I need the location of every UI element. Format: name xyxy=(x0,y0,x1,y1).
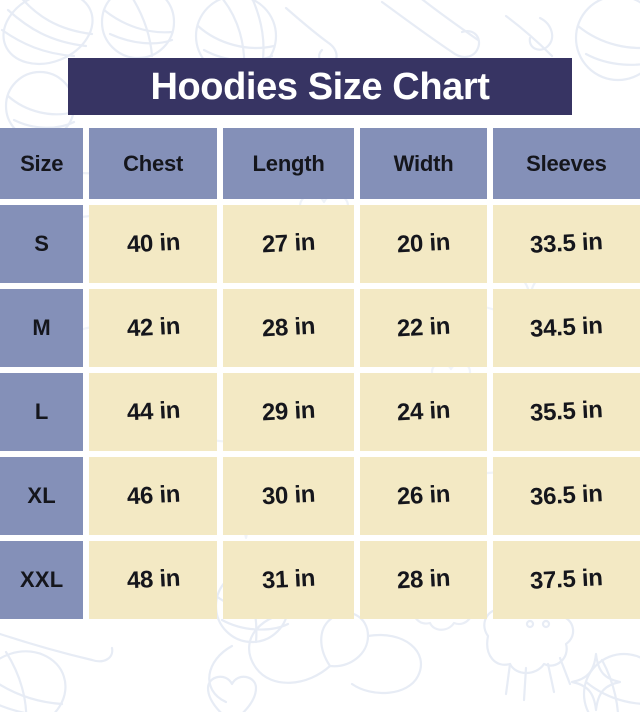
value-label: 34.5 in xyxy=(529,312,604,343)
cell-length: 29 in xyxy=(222,373,355,451)
value-label: 33.5 in xyxy=(529,228,604,259)
cell-length: 27 in xyxy=(222,205,355,283)
size-label: M xyxy=(32,315,51,340)
cell-length: 30 in xyxy=(222,457,355,535)
table-row: L 44 in 29 in 24 in 35.5 in xyxy=(0,373,640,451)
column-header-sleeves: Sleeves xyxy=(492,128,640,199)
column-header-label: Width xyxy=(393,150,454,176)
cell-sleeves: 37.5 in xyxy=(492,541,640,619)
value-label: 26 in xyxy=(396,480,451,511)
column-header-label: Length xyxy=(252,150,325,176)
value-label: 46 in xyxy=(125,480,181,511)
value-label: 28 in xyxy=(261,312,316,343)
value-label: 20 in xyxy=(396,228,451,259)
table-row: S 40 in 27 in 20 in 33.5 in xyxy=(0,205,640,283)
column-header-chest: Chest xyxy=(89,128,217,199)
value-label: 22 in xyxy=(396,312,451,343)
size-label: S xyxy=(34,231,50,256)
value-label: 37.5 in xyxy=(529,564,604,595)
value-label: 42 in xyxy=(125,312,181,343)
value-label: 48 in xyxy=(125,564,181,595)
value-label: 31 in xyxy=(261,564,316,595)
value-label: 27 in xyxy=(261,228,316,259)
column-header-length: Length xyxy=(222,128,355,199)
value-label: 28 in xyxy=(396,564,451,595)
row-size-cell: XXL xyxy=(0,541,84,619)
cell-sleeves: 36.5 in xyxy=(492,457,640,535)
cell-width: 24 in xyxy=(360,373,487,451)
table-header-row: Size Chest Length Width Sleeves xyxy=(0,128,640,199)
cell-width: 28 in xyxy=(360,541,487,619)
cell-sleeves: 35.5 in xyxy=(492,373,640,451)
page-title: Hoodies Size Chart xyxy=(150,65,490,108)
cell-width: 22 in xyxy=(360,289,487,367)
row-size-cell: M xyxy=(0,289,84,367)
column-header-size: Size xyxy=(0,128,84,199)
column-header-label: Chest xyxy=(123,150,184,176)
cell-length: 28 in xyxy=(222,289,355,367)
cell-chest: 40 in xyxy=(89,205,217,283)
size-chart-table: Size Chest Length Width Sleeves S 40 in xyxy=(0,128,640,625)
column-header-width: Width xyxy=(360,128,487,199)
cell-width: 26 in xyxy=(360,457,487,535)
size-label: L xyxy=(34,399,49,424)
value-label: 36.5 in xyxy=(529,480,604,511)
cell-chest: 48 in xyxy=(89,541,217,619)
value-label: 29 in xyxy=(261,396,316,427)
value-label: 40 in xyxy=(125,228,181,259)
value-label: 24 in xyxy=(396,396,451,427)
value-label: 30 in xyxy=(261,480,316,511)
cell-chest: 42 in xyxy=(89,289,217,367)
value-label: 44 in xyxy=(125,396,181,427)
cell-chest: 46 in xyxy=(89,457,217,535)
cell-sleeves: 33.5 in xyxy=(492,205,640,283)
row-size-cell: L xyxy=(0,373,84,451)
row-size-cell: XL xyxy=(0,457,84,535)
size-label: XXL xyxy=(19,567,64,592)
cell-sleeves: 34.5 in xyxy=(492,289,640,367)
table-row: M 42 in 28 in 22 in 34.5 in xyxy=(0,289,640,367)
value-label: 35.5 in xyxy=(529,396,604,427)
size-label: XL xyxy=(27,483,56,508)
title-banner: Hoodies Size Chart xyxy=(68,58,572,115)
table-row: XL 46 in 30 in 26 in 36.5 in xyxy=(0,457,640,535)
table-row: XXL 48 in 31 in 28 in 37.5 in xyxy=(0,541,640,619)
cell-length: 31 in xyxy=(222,541,355,619)
column-header-label: Sleeves xyxy=(526,150,607,176)
cell-width: 20 in xyxy=(360,205,487,283)
cell-chest: 44 in xyxy=(89,373,217,451)
column-header-label: Size xyxy=(20,150,64,176)
row-size-cell: S xyxy=(0,205,84,283)
